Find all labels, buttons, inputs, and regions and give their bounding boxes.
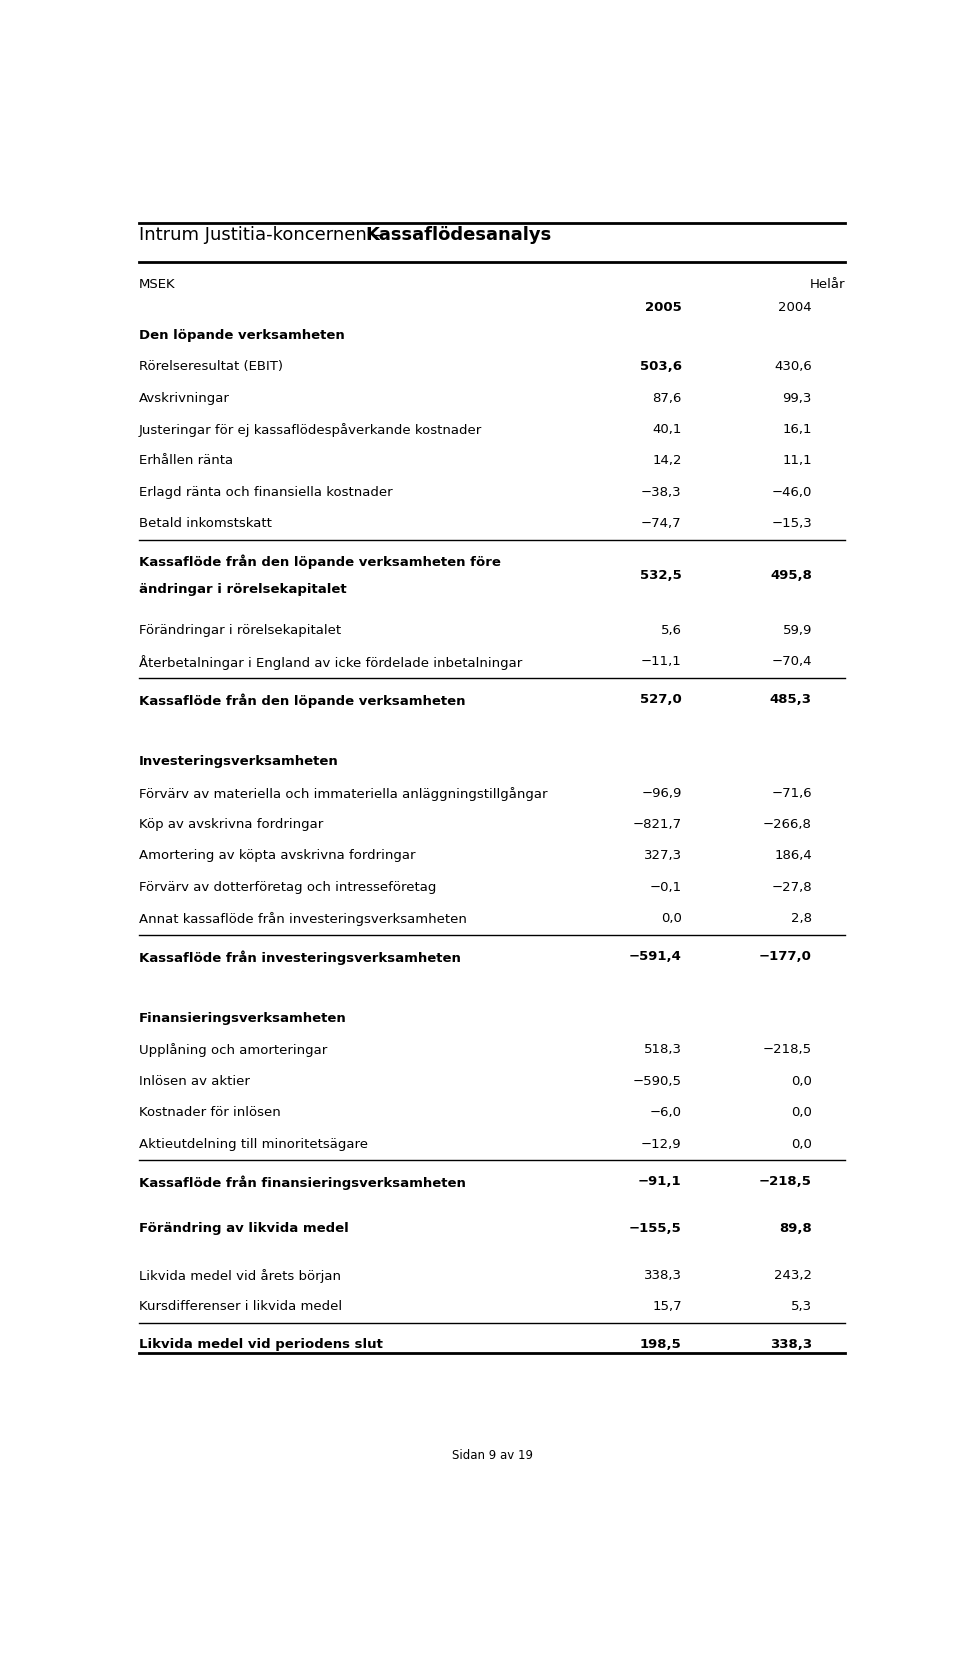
Text: Kassaflöde från investeringsverksamheten: Kassaflöde från investeringsverksamheten — [138, 950, 461, 965]
Text: ändringar i rörelsekapitalet: ändringar i rörelsekapitalet — [138, 582, 347, 595]
Text: 0,0: 0,0 — [791, 1137, 812, 1151]
Text: 59,9: 59,9 — [782, 624, 812, 637]
Text: −12,9: −12,9 — [641, 1137, 682, 1151]
Text: −46,0: −46,0 — [772, 486, 812, 499]
Text: −96,9: −96,9 — [641, 787, 682, 800]
Text: 243,2: 243,2 — [774, 1269, 812, 1282]
Text: Likvida medel vid årets början: Likvida medel vid årets början — [138, 1269, 341, 1282]
Text: −70,4: −70,4 — [772, 655, 812, 669]
Text: Intrum Justitia-koncernen –: Intrum Justitia-koncernen – — [138, 226, 387, 244]
Text: Investeringsverksamheten: Investeringsverksamheten — [138, 755, 338, 768]
Text: Förvärv av materiella och immateriella anläggningstillgångar: Förvärv av materiella och immateriella a… — [138, 787, 547, 800]
Text: −11,1: −11,1 — [641, 655, 682, 669]
Text: Kostnader för inlösen: Kostnader för inlösen — [138, 1106, 280, 1119]
Text: −177,0: −177,0 — [759, 950, 812, 963]
Text: Betald inkomstskatt: Betald inkomstskatt — [138, 517, 272, 530]
Text: Upplåning och amorteringar: Upplåning och amorteringar — [138, 1043, 326, 1058]
Text: 16,1: 16,1 — [782, 422, 812, 436]
Text: Kassaflöde från den löpande verksamheten: Kassaflöde från den löpande verksamheten — [138, 693, 465, 708]
Text: −590,5: −590,5 — [633, 1074, 682, 1088]
Text: 327,3: 327,3 — [643, 850, 682, 863]
Text: 15,7: 15,7 — [652, 1300, 682, 1314]
Text: 87,6: 87,6 — [653, 392, 682, 404]
Text: −821,7: −821,7 — [633, 818, 682, 832]
Text: −218,5: −218,5 — [763, 1043, 812, 1056]
Text: 198,5: 198,5 — [640, 1339, 682, 1350]
Text: Erlagd ränta och finansiella kostnader: Erlagd ränta och finansiella kostnader — [138, 486, 393, 499]
Text: Sidan 9 av 19: Sidan 9 av 19 — [451, 1448, 533, 1462]
Text: 338,3: 338,3 — [770, 1339, 812, 1350]
Text: 40,1: 40,1 — [653, 422, 682, 436]
Text: Kassaflöde från finansieringsverksamheten: Kassaflöde från finansieringsverksamhete… — [138, 1176, 466, 1189]
Text: Aktieutdelning till minoritetsägare: Aktieutdelning till minoritetsägare — [138, 1137, 368, 1151]
Text: Förändring av likvida medel: Förändring av likvida medel — [138, 1222, 348, 1236]
Text: 0,0: 0,0 — [791, 1106, 812, 1119]
Text: Förvärv av dotterföretag och intresseföretag: Förvärv av dotterföretag och intresseför… — [138, 881, 436, 893]
Text: −0,1: −0,1 — [650, 881, 682, 893]
Text: Kassaflödesanalys: Kassaflödesanalys — [366, 226, 552, 244]
Text: −591,4: −591,4 — [629, 950, 682, 963]
Text: Kassaflöde från den löpande verksamheten före: Kassaflöde från den löpande verksamheten… — [138, 555, 500, 569]
Text: Likvida medel vid periodens slut: Likvida medel vid periodens slut — [138, 1339, 382, 1350]
Text: Erhållen ränta: Erhållen ränta — [138, 454, 232, 467]
Text: Avskrivningar: Avskrivningar — [138, 392, 229, 404]
Text: −218,5: −218,5 — [759, 1176, 812, 1189]
Text: Helår: Helår — [810, 278, 846, 291]
Text: Inlösen av aktier: Inlösen av aktier — [138, 1074, 250, 1088]
Text: 0,0: 0,0 — [660, 913, 682, 925]
Text: 518,3: 518,3 — [644, 1043, 682, 1056]
Text: 2004: 2004 — [779, 301, 812, 314]
Text: MSEK: MSEK — [138, 278, 176, 291]
Text: −155,5: −155,5 — [629, 1222, 682, 1236]
Text: 14,2: 14,2 — [652, 454, 682, 467]
Text: 99,3: 99,3 — [782, 392, 812, 404]
Text: −15,3: −15,3 — [771, 517, 812, 530]
Text: Justeringar för ej kassaflödespåverkande kostnader: Justeringar för ej kassaflödespåverkande… — [138, 422, 482, 437]
Text: Den löpande verksamheten: Den löpande verksamheten — [138, 329, 345, 343]
Text: Amortering av köpta avskrivna fordringar: Amortering av köpta avskrivna fordringar — [138, 850, 415, 863]
Text: −6,0: −6,0 — [650, 1106, 682, 1119]
Text: 0,0: 0,0 — [791, 1074, 812, 1088]
Text: −71,6: −71,6 — [771, 787, 812, 800]
Text: 485,3: 485,3 — [770, 693, 812, 707]
Text: Återbetalningar i England av icke fördelade inbetalningar: Återbetalningar i England av icke fördel… — [138, 655, 522, 670]
Text: 2005: 2005 — [645, 301, 682, 314]
Text: Förändringar i rörelsekapitalet: Förändringar i rörelsekapitalet — [138, 624, 341, 637]
Text: 11,1: 11,1 — [782, 454, 812, 467]
Text: −266,8: −266,8 — [763, 818, 812, 832]
Text: 495,8: 495,8 — [770, 569, 812, 582]
Text: Annat kassaflöde från investeringsverksamheten: Annat kassaflöde från investeringsverksa… — [138, 913, 467, 926]
Text: −27,8: −27,8 — [771, 881, 812, 893]
Text: Köp av avskrivna fordringar: Köp av avskrivna fordringar — [138, 818, 323, 832]
Text: 2,8: 2,8 — [791, 913, 812, 925]
Text: 527,0: 527,0 — [640, 693, 682, 707]
Text: 338,3: 338,3 — [644, 1269, 682, 1282]
Text: Kursdifferenser i likvida medel: Kursdifferenser i likvida medel — [138, 1300, 342, 1314]
Text: −74,7: −74,7 — [641, 517, 682, 530]
Text: Finansieringsverksamheten: Finansieringsverksamheten — [138, 1013, 347, 1024]
Text: 532,5: 532,5 — [640, 569, 682, 582]
Text: 186,4: 186,4 — [774, 850, 812, 863]
Text: 89,8: 89,8 — [780, 1222, 812, 1236]
Text: 5,6: 5,6 — [660, 624, 682, 637]
Text: −91,1: −91,1 — [638, 1176, 682, 1189]
Text: Rörelseresultat (EBIT): Rörelseresultat (EBIT) — [138, 361, 282, 373]
Text: 5,3: 5,3 — [791, 1300, 812, 1314]
Text: 430,6: 430,6 — [774, 361, 812, 373]
Text: 503,6: 503,6 — [639, 361, 682, 373]
Text: −38,3: −38,3 — [641, 486, 682, 499]
